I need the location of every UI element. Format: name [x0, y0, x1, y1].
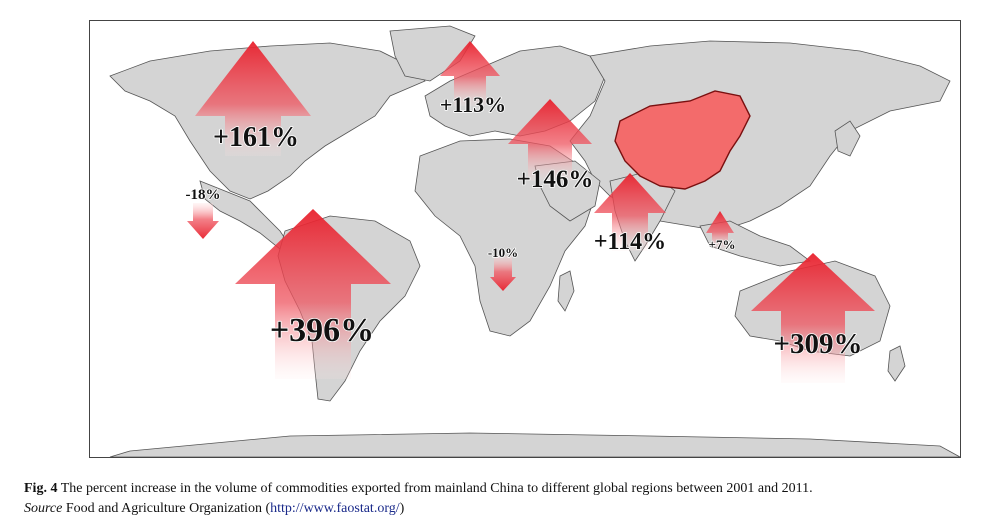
madagascar-land [557, 270, 575, 312]
source-link[interactable]: http://www.faostat.org/ [270, 501, 400, 516]
oceania-arrow [751, 253, 875, 383]
antarctica-land [109, 432, 960, 457]
world-map: +161% +113% +146% +114% +7% -18% -10% +396% +309… [89, 20, 961, 458]
central-america-label: -18% [186, 187, 221, 203]
south-asia-arrow [594, 173, 666, 251]
oceania-label: +309% [773, 328, 862, 360]
map-canvas: +161% +113% +146% +114% +7% -18% -10% +396% +309… [109, 25, 960, 457]
china-region [614, 90, 751, 190]
europe-label: +113% [440, 92, 506, 117]
southeast-asia-arrow [706, 211, 734, 249]
south-asia-label: +114% [594, 229, 666, 255]
middle-east-arrow [508, 99, 592, 181]
source-text: Food and Agriculture Organization ( [65, 501, 271, 516]
africa-label: -10% [488, 245, 518, 260]
japan-land [834, 120, 861, 157]
source-label: Source [24, 501, 63, 516]
south-america-label: +396% [270, 312, 374, 349]
arrows-layer: +161% +113% +146% +114% +7% -18% -10% +396% +309… [185, 41, 875, 383]
south-america-arrow [235, 209, 391, 379]
figure-caption: Fig. 4 The percent increase in the volum… [24, 479, 974, 519]
figure-label: Fig. 4 [24, 481, 58, 496]
southeast-asia-label: +7% [709, 237, 736, 252]
europe-arrow [440, 41, 500, 106]
middle-east-label: +146% [517, 166, 594, 193]
north-america-label: +161% [213, 122, 299, 153]
central-america-arrow [187, 203, 219, 239]
north-america-arrow [195, 41, 311, 156]
caption-text: The percent increase in the volume of co… [60, 481, 813, 496]
source-close: ) [399, 501, 405, 516]
new-zealand-land [887, 345, 906, 382]
africa-arrow [490, 256, 516, 291]
